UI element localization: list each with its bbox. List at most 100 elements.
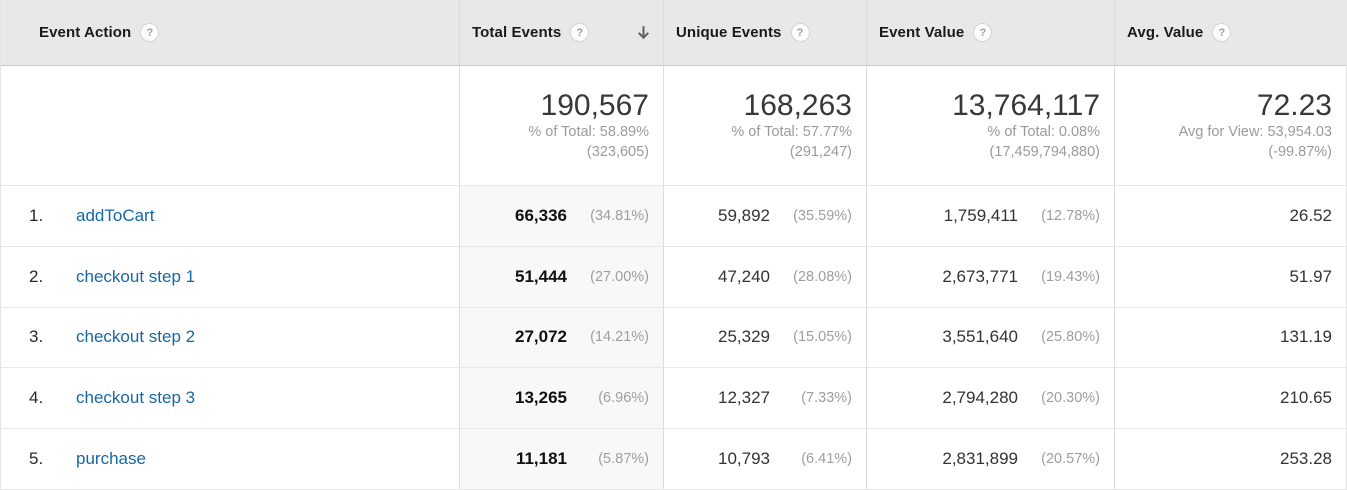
event-action-cell: 5. purchase: [1, 429, 459, 489]
total-events-pct: (34.81%): [590, 207, 649, 224]
unique-events-cell: 59,892 (35.59%): [663, 186, 866, 246]
event-value-cell: 1,759,411 (12.78%): [866, 186, 1114, 246]
event-value-cell: 2,831,899 (20.57%): [866, 429, 1114, 489]
avg-value-value: 26.52: [1289, 205, 1332, 225]
summary-empty-cell: [1, 66, 459, 185]
summary-avg-value-value: 72.23: [1256, 88, 1332, 122]
header-event-value[interactable]: Event Value ?: [866, 0, 1114, 65]
summary-unique-events-base: (291,247): [789, 143, 852, 160]
total-events-cell: 11,181 (5.87%): [459, 429, 663, 489]
unique-events-pct: (7.33%): [801, 390, 852, 407]
summary-total-events-pct: % of Total: 58.89%: [528, 124, 649, 141]
summary-event-value-base: (17,459,794,880): [989, 143, 1100, 160]
row-index: 5.: [29, 449, 44, 469]
table-row: 4. checkout step 3 13,265 (6.96%) 12,327…: [1, 368, 1346, 430]
summary-total-events-value: 190,567: [540, 88, 649, 122]
event-action-cell: 4. checkout step 3: [1, 368, 459, 428]
avg-value-cell: 26.52: [1114, 186, 1346, 246]
header-avg-value[interactable]: Avg. Value ?: [1114, 0, 1346, 65]
total-events-value: 13,265: [515, 388, 567, 408]
table-row: 2. checkout step 1 51,444 (27.00%) 47,24…: [1, 246, 1346, 308]
unique-events-pct: (6.41%): [801, 451, 852, 468]
table-header-row: Event Action ? Total Events ? Unique Eve…: [1, 0, 1346, 66]
unique-events-cell: 10,793 (6.41%): [663, 429, 866, 489]
header-event-action-label[interactable]: Event Action: [39, 24, 132, 41]
table-row: 5. purchase 11,181 (5.87%) 10,793 (6.41%…: [1, 429, 1346, 490]
event-action-link[interactable]: checkout step 3: [76, 388, 196, 408]
help-icon[interactable]: ?: [790, 23, 810, 42]
unique-events-value: 47,240: [718, 266, 770, 286]
event-action-cell: 2. checkout step 1: [1, 247, 459, 307]
unique-events-value: 25,329: [718, 327, 770, 347]
avg-value-value: 51.97: [1289, 266, 1332, 286]
header-event-action[interactable]: Event Action ?: [1, 0, 459, 65]
header-total-events-label[interactable]: Total Events: [472, 24, 562, 41]
table-row: 3. checkout step 2 27,072 (14.21%) 25,32…: [1, 307, 1346, 369]
total-events-value: 11,181: [515, 449, 567, 469]
avg-value-cell: 51.97: [1114, 246, 1346, 307]
avg-value-cell: 131.19: [1114, 307, 1346, 368]
avg-value-value: 131.19: [1280, 327, 1332, 347]
row-index: 3.: [29, 327, 44, 347]
sort-descending-icon[interactable]: [634, 23, 653, 42]
summary-total-events-base: (323,605): [586, 143, 649, 160]
total-events-pct: (6.96%): [598, 390, 649, 407]
summary-total-events: 190,567 % of Total: 58.89% (323,605): [459, 66, 663, 185]
total-events-value: 66,336: [515, 205, 567, 225]
summary-event-value-pct: % of Total: 0.08%: [987, 124, 1100, 141]
avg-value-value: 210.65: [1280, 388, 1332, 408]
table-row: 1. addToCart 66,336 (34.81%) 59,892 (35.…: [1, 186, 1346, 247]
event-value-cell: 2,794,280 (20.30%): [866, 368, 1114, 429]
summary-event-value-value: 13,764,117: [952, 88, 1100, 122]
summary-unique-events-value: 168,263: [743, 88, 852, 122]
event-action-link[interactable]: purchase: [76, 449, 146, 469]
summary-unique-events: 168,263 % of Total: 57.77% (291,247): [663, 66, 866, 185]
event-value-value: 3,551,640: [942, 327, 1018, 347]
event-value-pct: (19.43%): [1041, 268, 1100, 285]
summary-event-value: 13,764,117 % of Total: 0.08% (17,459,794…: [866, 66, 1114, 185]
summary-row: 190,567 % of Total: 58.89% (323,605) 168…: [1, 66, 1346, 186]
summary-avg-value: 72.23 Avg for View: 53,954.03 (-99.87%): [1114, 66, 1346, 185]
summary-unique-events-pct: % of Total: 57.77%: [731, 124, 852, 141]
unique-events-cell: 25,329 (15.05%): [663, 307, 866, 368]
header-unique-events-label[interactable]: Unique Events: [676, 24, 782, 41]
unique-events-value: 12,327: [718, 388, 770, 408]
event-action-link[interactable]: checkout step 2: [76, 327, 196, 347]
help-icon[interactable]: ?: [1212, 23, 1232, 42]
event-value-pct: (20.30%): [1041, 390, 1100, 407]
event-action-cell: 1. addToCart: [1, 186, 459, 246]
total-events-pct: (5.87%): [598, 451, 649, 468]
total-events-cell: 13,265 (6.96%): [459, 368, 663, 429]
summary-avg-value-avg: Avg for View: 53,954.03: [1178, 124, 1332, 141]
summary-avg-value-delta: (-99.87%): [1268, 143, 1332, 160]
total-events-pct: (27.00%): [590, 268, 649, 285]
unique-events-value: 10,793: [718, 449, 770, 469]
row-index: 1.: [29, 205, 44, 225]
event-value-pct: (25.80%): [1041, 329, 1100, 346]
header-unique-events[interactable]: Unique Events ?: [663, 0, 866, 65]
unique-events-pct: (28.08%): [793, 268, 852, 285]
header-event-value-label[interactable]: Event Value: [879, 24, 965, 41]
total-events-cell: 27,072 (14.21%): [459, 307, 663, 368]
event-value-cell: 3,551,640 (25.80%): [866, 307, 1114, 368]
unique-events-pct: (15.05%): [793, 329, 852, 346]
unique-events-cell: 12,327 (7.33%): [663, 368, 866, 429]
event-action-link[interactable]: addToCart: [76, 205, 155, 225]
header-avg-value-label[interactable]: Avg. Value: [1127, 24, 1204, 41]
event-value-cell: 2,673,771 (19.43%): [866, 246, 1114, 307]
event-value-value: 1,759,411: [943, 205, 1018, 225]
avg-value-cell: 253.28: [1114, 429, 1346, 489]
unique-events-value: 59,892: [718, 205, 770, 225]
help-icon[interactable]: ?: [570, 23, 590, 42]
event-value-value: 2,673,771: [942, 266, 1018, 286]
row-index: 4.: [29, 388, 44, 408]
header-total-events[interactable]: Total Events ?: [459, 0, 663, 65]
event-value-pct: (20.57%): [1041, 451, 1100, 468]
avg-value-value: 253.28: [1280, 449, 1332, 469]
help-icon[interactable]: ?: [140, 23, 160, 42]
event-value-pct: (12.78%): [1041, 207, 1100, 224]
help-icon[interactable]: ?: [973, 23, 993, 42]
event-action-link[interactable]: checkout step 1: [76, 266, 196, 286]
total-events-pct: (14.21%): [590, 329, 649, 346]
